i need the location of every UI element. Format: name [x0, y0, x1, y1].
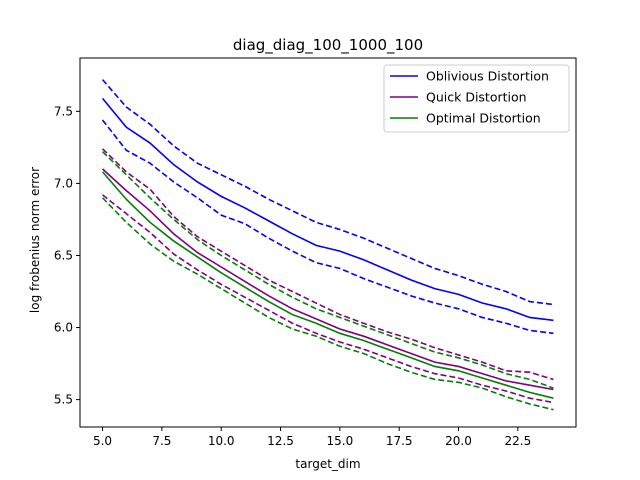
x-tick-label: 7.5 — [152, 434, 171, 448]
y-axis-label: log frobenius norm error — [28, 167, 42, 313]
plot-frame — [79, 57, 577, 428]
x-tick-label: 20.0 — [445, 434, 472, 448]
x-tick-label: 10.0 — [208, 434, 235, 448]
y-tick-label: 7.0 — [54, 176, 73, 190]
y-tick-label: 7.5 — [54, 104, 73, 118]
legend: Oblivious Distortion Quick Distortion Opti… — [383, 64, 570, 133]
x-tick-label: 5.0 — [93, 434, 112, 448]
legend-label: Optimal Distortion — [426, 111, 541, 126]
y-tick-label: 6.0 — [54, 321, 73, 335]
x-tick-label: 15.0 — [327, 434, 354, 448]
series-1-upper-line — [101, 148, 554, 381]
legend-label: Oblivious Distortion — [426, 69, 549, 84]
series-1-mean-line — [102, 168, 554, 391]
series-2-mean-line — [101, 171, 554, 399]
x-tick-label: 22.5 — [504, 434, 531, 448]
series-1-lower-line — [102, 194, 554, 404]
series-2-upper-line — [101, 151, 554, 389]
chart-title: diag_diag_100_1000_100 — [233, 36, 423, 55]
plot-area — [79, 57, 577, 428]
series-0-lower-line — [101, 119, 554, 335]
series-0-mean-line — [101, 97, 554, 322]
series-2-lower-line — [101, 197, 554, 411]
y-tick-label: 5.5 — [54, 393, 73, 407]
y-axis: 5.5 6.0 6.5 7.0 7.5 — [54, 104, 80, 407]
x-axis: 5.0 7.5 10.0 12.5 15.0 17.5 20.0 22.5 — [93, 427, 531, 448]
legend-box — [383, 64, 570, 133]
legend-label: Quick Distortion — [426, 90, 527, 105]
x-tick-label: 17.5 — [386, 434, 413, 448]
x-axis-label: target_dim — [295, 457, 360, 471]
x-tick-label: 12.5 — [267, 434, 294, 448]
series-0-upper-line — [101, 79, 554, 306]
y-tick-label: 6.5 — [54, 248, 73, 262]
